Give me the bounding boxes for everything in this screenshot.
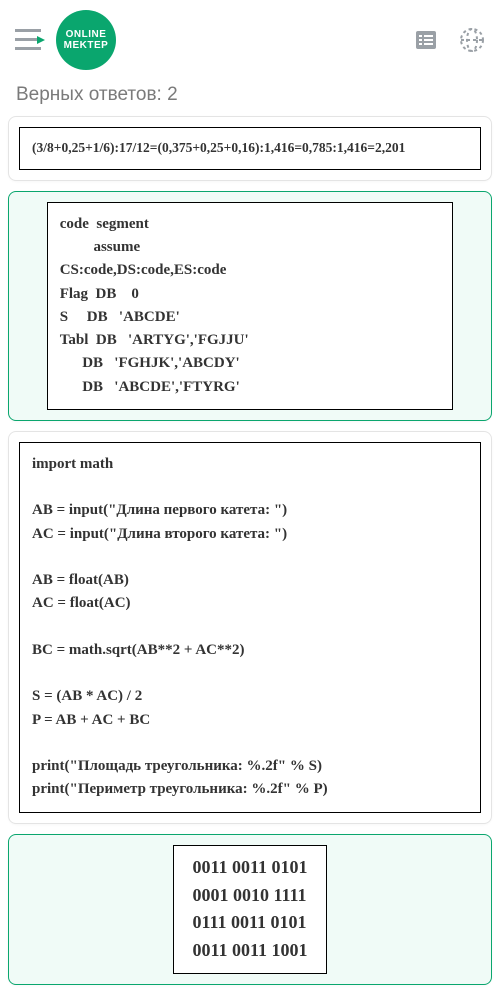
correct-answers-label: Верных ответов: 2 <box>0 80 500 116</box>
logo-badge[interactable]: ONLINE MEKTEP <box>56 10 116 70</box>
header-right <box>412 26 486 54</box>
header-left: ONLINE MEKTEP <box>14 10 116 70</box>
answer-card[interactable]: import math AB = input("Длина первого ка… <box>8 431 492 824</box>
list-icon[interactable] <box>412 26 440 54</box>
menu-icon[interactable] <box>14 24 46 56</box>
answers-content: (3/8+0,25+1/6):17/12=(0,375+0,25+0,16):1… <box>0 116 500 1007</box>
logo-line1: ONLINE <box>66 29 107 40</box>
logo-line2: MEKTEP <box>64 40 109 51</box>
answer-code: 0011 0011 0101 0001 0010 1111 0111 0011 … <box>173 845 326 975</box>
answer-card[interactable]: code segment assume CS:code,DS:code,ES:c… <box>8 191 492 421</box>
answer-code: import math AB = input("Длина первого ка… <box>19 442 481 813</box>
globe-icon[interactable] <box>458 26 486 54</box>
answer-code: code segment assume CS:code,DS:code,ES:c… <box>47 202 454 410</box>
answer-card[interactable]: (3/8+0,25+1/6):17/12=(0,375+0,25+0,16):1… <box>8 116 492 181</box>
app-header: ONLINE MEKTEP <box>0 0 500 80</box>
answer-code: (3/8+0,25+1/6):17/12=(0,375+0,25+0,16):1… <box>19 127 481 170</box>
answer-card[interactable]: 0011 0011 0101 0001 0010 1111 0111 0011 … <box>8 834 492 986</box>
